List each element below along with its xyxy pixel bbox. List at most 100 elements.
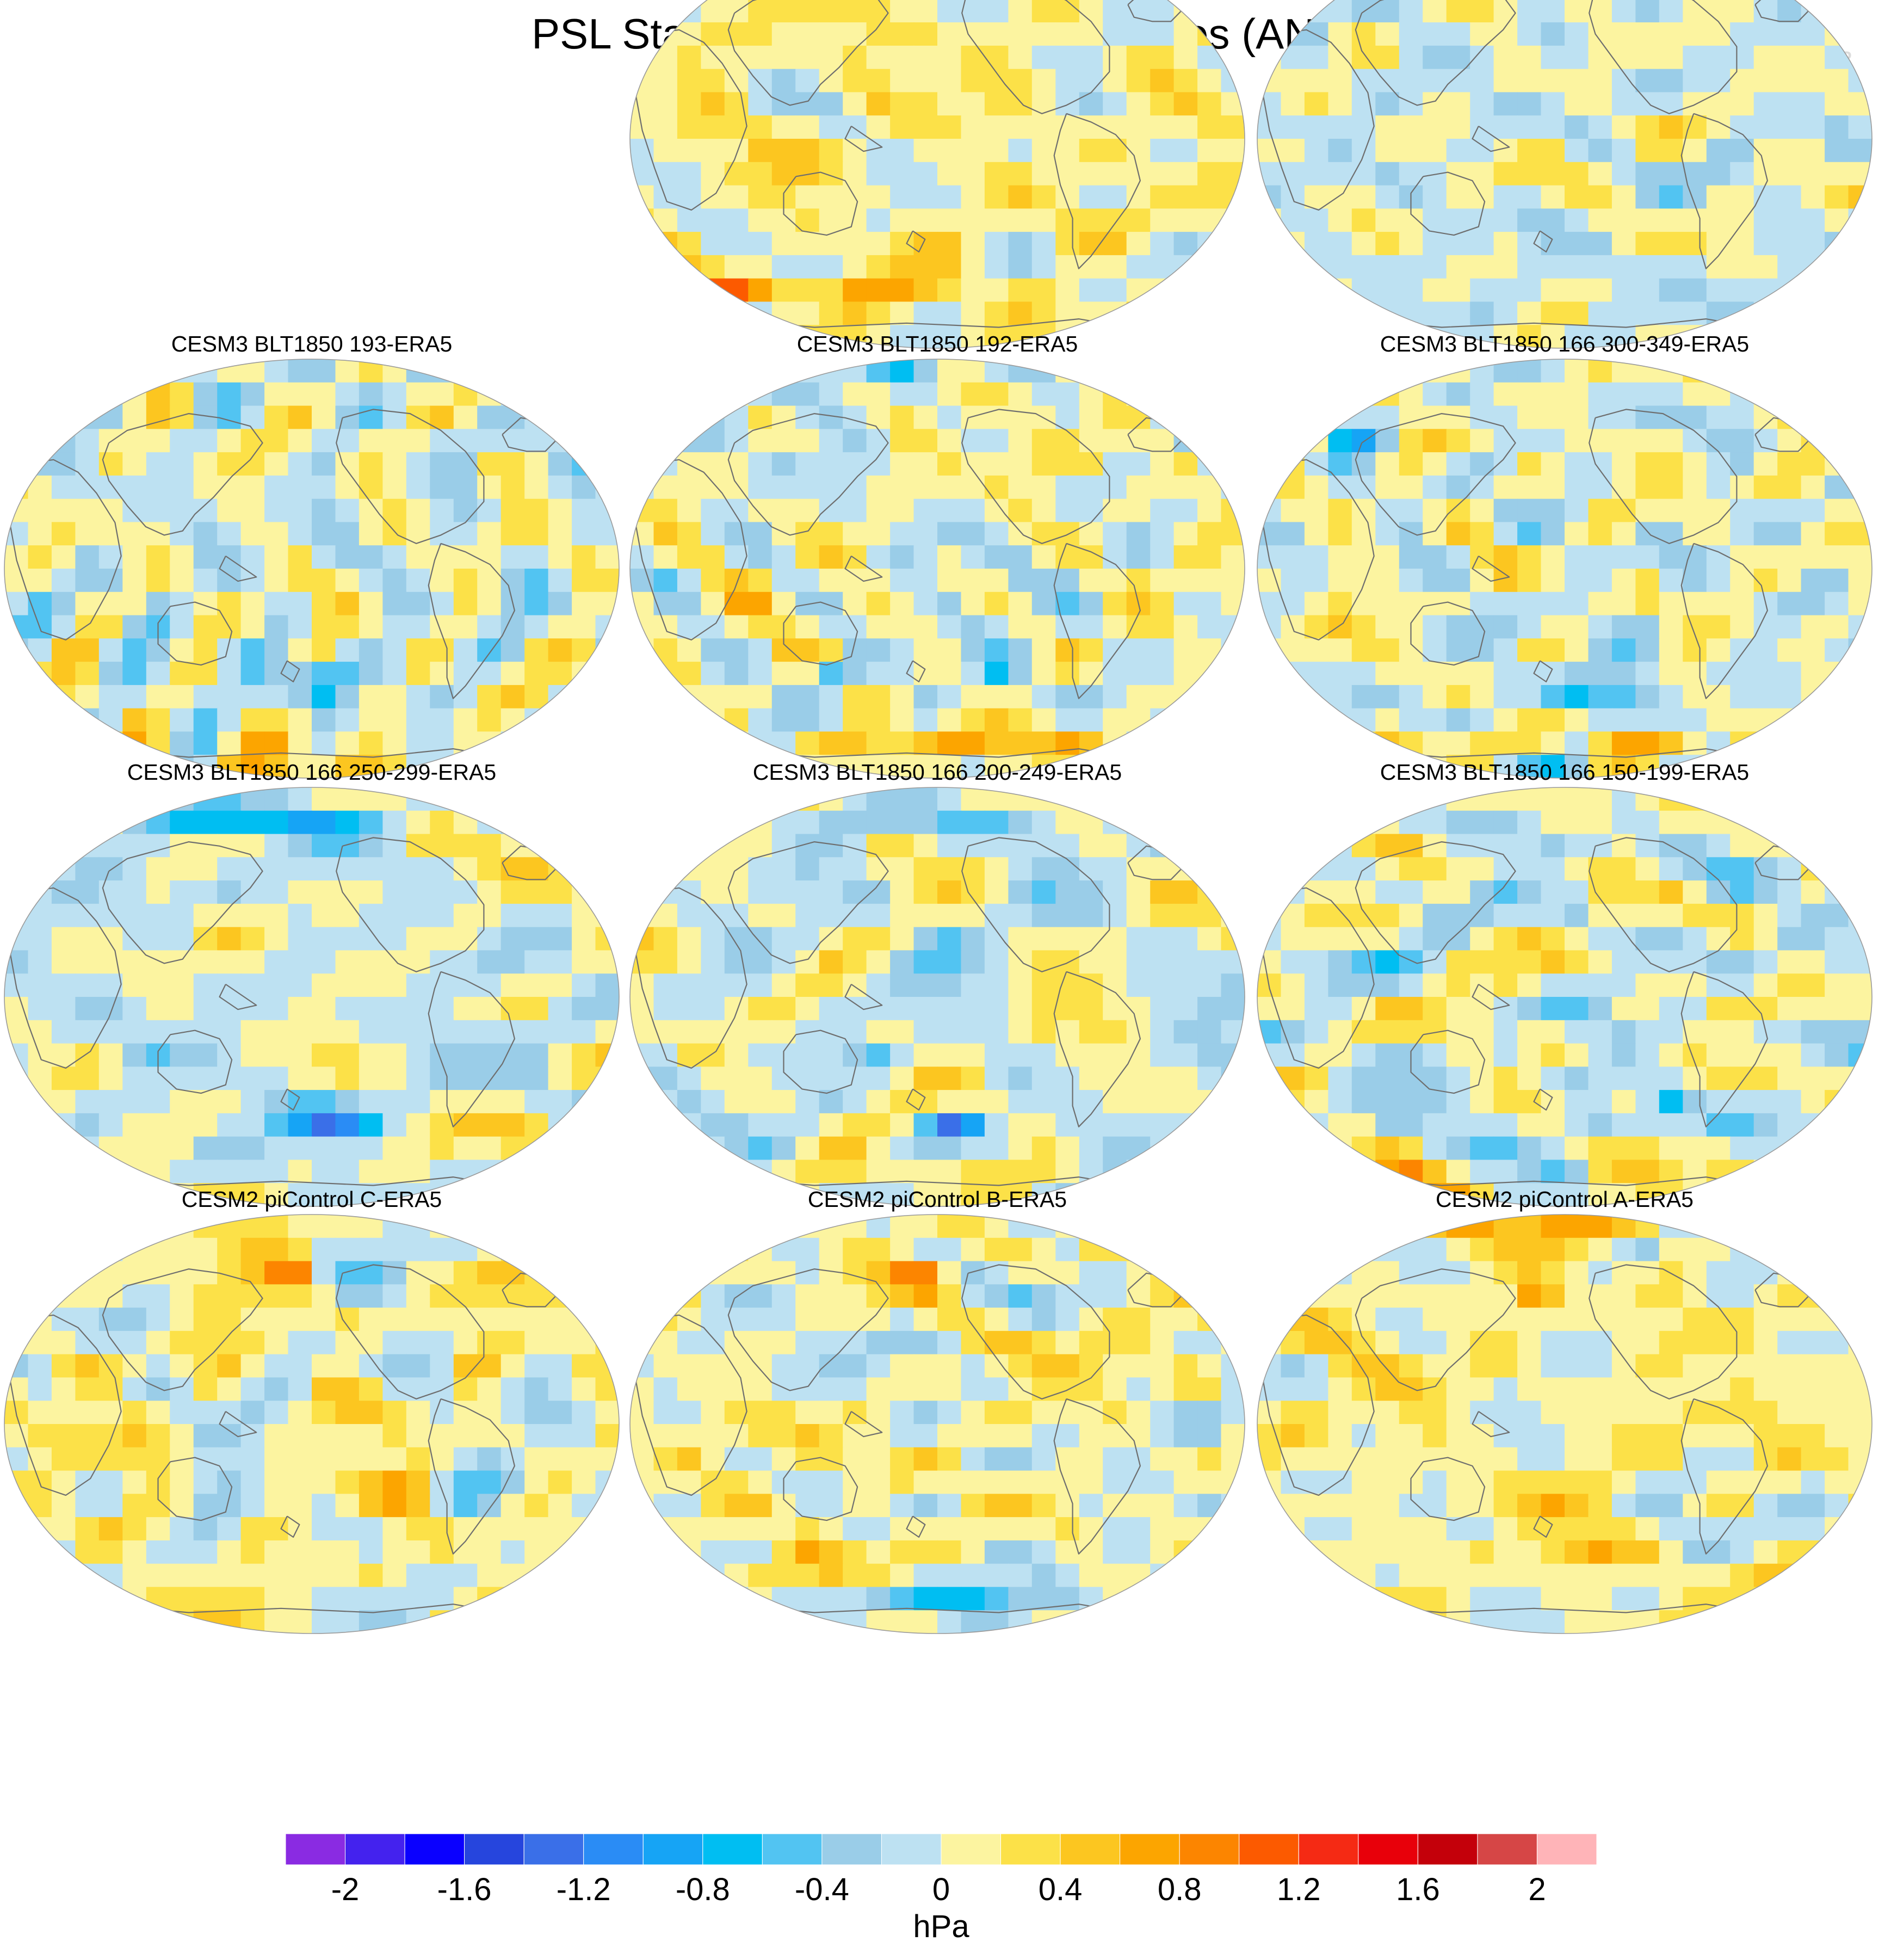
field-cell <box>1150 232 1175 256</box>
field-cell <box>653 1563 678 1588</box>
field-cell <box>524 927 549 951</box>
field-cell <box>1446 997 1470 1021</box>
field-cell <box>1399 382 1424 406</box>
field-cell <box>866 591 891 616</box>
field-cell <box>1150 382 1175 406</box>
field-cell <box>937 973 962 997</box>
field-cell <box>1753 232 1778 256</box>
field-cell <box>701 880 725 904</box>
field-cell <box>500 1043 525 1068</box>
field-cell <box>4 755 29 778</box>
field-cell <box>217 429 242 453</box>
field-cell <box>359 1517 384 1541</box>
field-cell <box>359 452 384 476</box>
field-cell <box>1126 1308 1151 1332</box>
field-cell <box>1777 359 1802 383</box>
field-cell <box>1103 685 1127 709</box>
field-cell <box>240 1330 265 1355</box>
field-cell <box>500 1354 525 1378</box>
field-cell <box>724 452 749 476</box>
field-cell <box>500 1237 525 1262</box>
field-cell <box>1173 139 1198 163</box>
field-cell <box>312 787 336 811</box>
field-cell <box>1659 115 1684 139</box>
field-cell <box>937 1136 962 1161</box>
field-cell <box>890 857 914 881</box>
field-cell <box>653 475 678 500</box>
field-cell <box>1777 755 1802 778</box>
field-cell <box>572 615 596 639</box>
field-cell <box>548 1424 572 1448</box>
field-cell <box>961 1587 985 1611</box>
field-cell <box>1375 857 1400 881</box>
field-cell <box>572 1494 596 1518</box>
field-cell <box>1055 232 1080 256</box>
field-cell <box>1351 1261 1376 1285</box>
field-cell <box>288 1587 312 1611</box>
field-cell <box>288 1308 312 1332</box>
field-cell <box>1588 1183 1612 1206</box>
field-cell <box>382 973 407 997</box>
field-cell <box>913 810 938 835</box>
field-cell <box>866 615 891 639</box>
field-cell <box>1565 1215 1589 1238</box>
field-cell <box>548 787 572 811</box>
field-cell <box>1304 69 1329 93</box>
field-cell <box>1351 162 1376 186</box>
field-cell <box>217 1284 242 1308</box>
field-cell <box>572 1424 596 1448</box>
field-cell <box>193 1401 218 1425</box>
field-cell <box>288 973 312 997</box>
field-cell <box>98 810 123 835</box>
field-cell <box>524 1160 549 1184</box>
field-cell <box>1126 1354 1151 1378</box>
field-cell <box>453 1067 478 1090</box>
field-cell <box>937 1284 962 1308</box>
field-cell <box>170 1136 194 1161</box>
field-cell <box>146 1354 171 1378</box>
field-cell <box>1446 973 1470 997</box>
field-cell <box>595 1067 619 1090</box>
field-cell <box>1221 1308 1245 1332</box>
field-cell <box>1126 810 1151 835</box>
field-cell <box>382 1136 407 1161</box>
field-cell <box>359 1308 384 1332</box>
field-cell <box>1423 1377 1447 1401</box>
field-cell <box>1777 232 1802 256</box>
field-cell <box>406 615 431 639</box>
field-cell <box>264 685 289 709</box>
field-cell <box>1008 1377 1033 1401</box>
field-cell <box>170 1113 194 1137</box>
field-cell <box>1031 1494 1056 1518</box>
field-cell <box>453 810 478 835</box>
field-cell <box>1541 45 1565 70</box>
field-cell <box>28 1261 52 1285</box>
field-cell <box>1031 1308 1056 1332</box>
field-cell <box>1055 1587 1080 1611</box>
field-cell <box>122 545 147 569</box>
field-cell <box>1848 731 1872 755</box>
field-cell <box>724 787 749 811</box>
field-cell <box>1031 1540 1056 1564</box>
field-cell <box>1197 787 1222 811</box>
field-cell <box>866 278 891 303</box>
field-cell <box>677 22 702 46</box>
field-cell <box>359 1237 384 1262</box>
field-cell <box>98 731 123 755</box>
field-cell <box>122 1330 147 1355</box>
field-cell <box>748 382 773 406</box>
field-cell <box>961 1261 985 1285</box>
field-cell <box>1103 232 1127 256</box>
field-cell <box>288 810 312 835</box>
field-cell <box>193 475 218 500</box>
field-cell <box>795 927 820 951</box>
field-cell <box>264 1610 289 1634</box>
field-cell <box>1197 0 1222 23</box>
field-cell <box>1328 429 1352 453</box>
field-cell <box>819 1308 843 1332</box>
field-cell <box>1031 429 1056 453</box>
field-cell <box>1055 208 1080 232</box>
field-cell <box>1753 0 1778 23</box>
field-cell <box>1150 755 1175 778</box>
field-cell <box>28 1160 52 1184</box>
